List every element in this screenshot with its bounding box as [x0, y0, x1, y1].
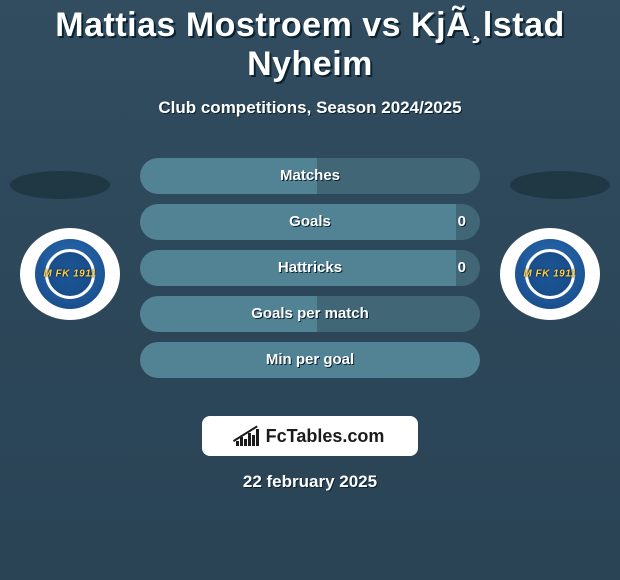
stat-row: Goals0 — [140, 204, 480, 240]
badge-inner-right: M FK 1911 — [515, 239, 585, 309]
logo-bar — [236, 441, 239, 446]
comparison-area: M FK 1911 M FK 1911 MatchesGoals0Hattric… — [0, 148, 620, 408]
footer-brand: FcTables.com — [202, 416, 418, 456]
stat-value-right: 0 — [458, 204, 466, 240]
stat-label: Matches — [140, 158, 480, 194]
stat-label: Goals — [140, 204, 480, 240]
stat-row: Goals per match — [140, 296, 480, 332]
footer-brand-text-1: Fc — [266, 426, 287, 446]
logo-bar — [244, 439, 247, 446]
stat-row: Hattricks0 — [140, 250, 480, 286]
footer-date: 22 february 2025 — [0, 472, 620, 492]
footer-brand-text: FcTables.com — [266, 426, 385, 447]
stat-value-right: 0 — [458, 250, 466, 286]
shadow-ellipse-left — [10, 171, 110, 199]
stat-row: Matches — [140, 158, 480, 194]
stat-label: Goals per match — [140, 296, 480, 332]
team-badge-right: M FK 1911 — [500, 228, 600, 320]
logo-bar — [240, 437, 243, 446]
logo-bar — [256, 429, 259, 446]
stat-label: Hattricks — [140, 250, 480, 286]
stat-label: Min per goal — [140, 342, 480, 378]
footer-brand-text-2: Tables.com — [287, 426, 385, 446]
comparison-subtitle: Club competitions, Season 2024/2025 — [0, 98, 620, 118]
stats-list: MatchesGoals0Hattricks0Goals per matchMi… — [140, 158, 480, 388]
comparison-title: Mattias Mostroem vs KjÃ¸lstad Nyheim — [0, 0, 620, 84]
stat-row: Min per goal — [140, 342, 480, 378]
shadow-ellipse-right — [510, 171, 610, 199]
chart-icon — [236, 426, 262, 446]
badge-text-left: M FK 1911 — [43, 269, 96, 280]
badge-text-right: M FK 1911 — [523, 269, 576, 280]
logo-bar — [248, 433, 251, 446]
team-badge-left: M FK 1911 — [20, 228, 120, 320]
badge-inner-left: M FK 1911 — [35, 239, 105, 309]
logo-bar — [252, 435, 255, 446]
